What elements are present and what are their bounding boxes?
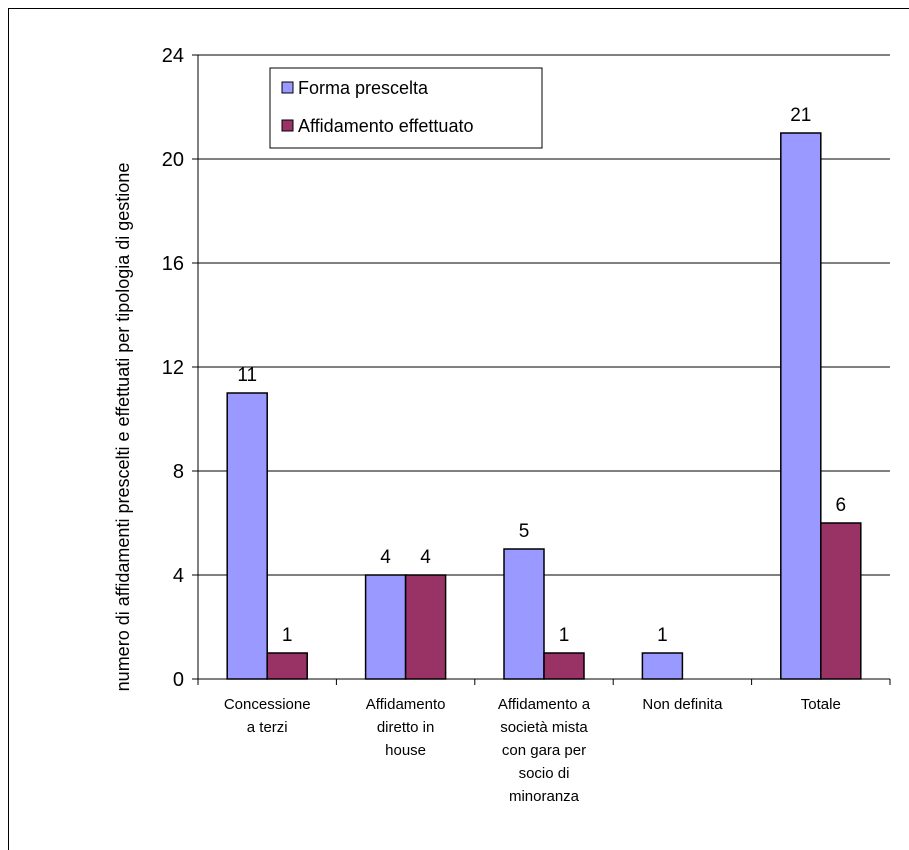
- x-category-label: Totale: [801, 696, 841, 713]
- bar: [641, 652, 684, 680]
- x-category-line: Affidamento: [366, 696, 446, 713]
- bar: [820, 522, 862, 680]
- y-tick-label: 16: [162, 253, 184, 275]
- y-tick-label: 20: [162, 149, 184, 171]
- data-label: 4: [420, 547, 431, 568]
- x-category-label: Non definita: [642, 696, 723, 713]
- data-label: 1: [559, 625, 570, 646]
- bar: [543, 652, 585, 680]
- data-label: 1: [282, 625, 293, 646]
- bar: [780, 132, 822, 680]
- y-tick-label: 8: [173, 461, 184, 483]
- x-category-label: Concessione a terzi: [224, 696, 311, 736]
- bar: [266, 652, 308, 680]
- legend-label: Forma prescelta: [298, 78, 429, 98]
- x-category-line: Affidamento a: [498, 696, 591, 713]
- data-label: 6: [836, 495, 847, 516]
- legend-label: Affidamento effettuato: [298, 116, 473, 136]
- y-tick-label: 4: [173, 565, 184, 587]
- x-category-line: Concessione: [224, 696, 311, 713]
- legend-swatch: [281, 81, 294, 94]
- y-axis-label: numero di affidamenti prescelti e effett…: [113, 163, 133, 692]
- data-label: 11: [237, 365, 257, 386]
- x-category-line: Non definita: [642, 696, 723, 713]
- bar: [364, 574, 407, 680]
- x-category-line: Totale: [801, 696, 841, 713]
- x-category-line: minoranza: [509, 788, 580, 805]
- x-category-line: con gara per: [502, 742, 586, 759]
- data-label: 21: [790, 105, 811, 126]
- x-category-line: house: [385, 742, 426, 759]
- x-category-line: diretto in: [377, 719, 435, 736]
- x-category-line: a terzi: [247, 719, 288, 736]
- legend-box: [269, 67, 543, 149]
- y-tick-label: 0: [173, 669, 184, 691]
- legend-swatch: [281, 119, 294, 132]
- y-tick-label: 12: [162, 357, 184, 379]
- x-category-label: Affidamento diretto in house: [366, 696, 446, 759]
- x-category-label: Affidamento a società mista con gara per so…: [498, 696, 591, 805]
- bar: [226, 392, 268, 680]
- data-label: 4: [380, 547, 391, 568]
- x-category-line: società mista: [500, 719, 588, 736]
- y-tick-label: 24: [162, 45, 184, 67]
- x-category-line: socio di: [519, 765, 570, 782]
- bar: [503, 548, 545, 680]
- bar: [404, 574, 447, 680]
- data-label: 5: [519, 521, 530, 542]
- data-label: 1: [657, 625, 668, 646]
